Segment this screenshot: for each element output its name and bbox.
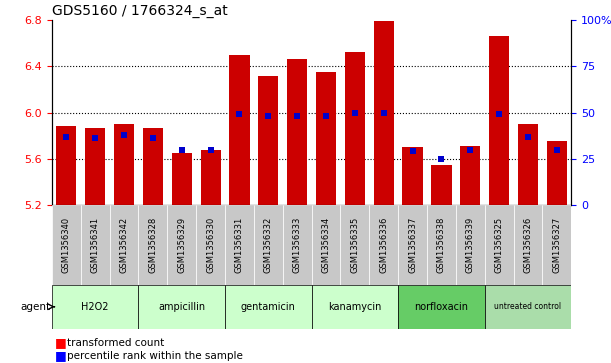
Bar <box>52 205 81 285</box>
Bar <box>460 146 480 205</box>
Text: GSM1356333: GSM1356333 <box>293 217 302 273</box>
Point <box>494 111 504 117</box>
Bar <box>514 205 543 285</box>
Text: GSM1356328: GSM1356328 <box>148 217 158 273</box>
Bar <box>547 142 567 205</box>
Text: GSM1356326: GSM1356326 <box>524 217 533 273</box>
Text: ampicillin: ampicillin <box>158 302 205 312</box>
Text: GSM1356336: GSM1356336 <box>379 217 388 273</box>
Point <box>321 113 331 119</box>
Bar <box>139 205 167 285</box>
Bar <box>114 124 134 205</box>
Bar <box>52 285 139 329</box>
Text: H2O2: H2O2 <box>81 302 109 312</box>
Bar <box>374 21 394 205</box>
Bar <box>431 164 452 205</box>
Bar <box>398 285 485 329</box>
Point <box>62 134 71 139</box>
Text: GSM1356332: GSM1356332 <box>264 217 273 273</box>
Text: percentile rank within the sample: percentile rank within the sample <box>67 351 243 361</box>
Bar <box>200 150 221 205</box>
Bar <box>139 285 225 329</box>
Text: ■: ■ <box>55 337 67 350</box>
Text: ■: ■ <box>55 349 67 362</box>
Bar <box>172 153 192 205</box>
Text: GSM1356339: GSM1356339 <box>466 217 475 273</box>
Point <box>350 110 360 115</box>
Point <box>206 147 216 152</box>
Text: GSM1356337: GSM1356337 <box>408 217 417 273</box>
Bar <box>109 205 139 285</box>
Point <box>119 132 129 138</box>
Bar <box>258 76 279 205</box>
Text: agent: agent <box>20 302 51 312</box>
Bar <box>489 36 509 205</box>
Bar <box>543 205 571 285</box>
Point <box>90 135 100 141</box>
Point <box>235 111 244 117</box>
Text: kanamycin: kanamycin <box>328 302 382 312</box>
Text: GSM1356330: GSM1356330 <box>206 217 215 273</box>
Text: GDS5160 / 1766324_s_at: GDS5160 / 1766324_s_at <box>52 4 228 17</box>
Text: untreated control: untreated control <box>494 302 562 311</box>
Bar <box>229 55 249 205</box>
Bar <box>56 126 76 205</box>
Bar <box>81 205 109 285</box>
Point <box>177 147 187 152</box>
Text: GSM1356334: GSM1356334 <box>321 217 331 273</box>
Point <box>148 135 158 141</box>
Bar <box>427 205 456 285</box>
Bar <box>403 147 423 205</box>
Bar <box>316 72 336 205</box>
Bar <box>167 205 196 285</box>
Bar <box>312 205 340 285</box>
Point <box>552 147 562 152</box>
Bar <box>485 285 571 329</box>
Bar <box>85 127 105 205</box>
Text: GSM1356340: GSM1356340 <box>62 217 71 273</box>
Bar <box>312 285 398 329</box>
Text: GSM1356342: GSM1356342 <box>120 217 128 273</box>
Point <box>466 147 475 152</box>
Text: GSM1356327: GSM1356327 <box>552 217 562 273</box>
Point <box>523 134 533 139</box>
Bar <box>518 124 538 205</box>
Text: GSM1356325: GSM1356325 <box>495 217 503 273</box>
Bar <box>398 205 427 285</box>
Bar <box>287 59 307 205</box>
Bar <box>345 52 365 205</box>
Bar <box>485 205 514 285</box>
Point <box>379 110 389 115</box>
Bar <box>254 205 283 285</box>
Bar <box>369 205 398 285</box>
Point <box>292 113 302 119</box>
Text: GSM1356331: GSM1356331 <box>235 217 244 273</box>
Bar <box>456 205 485 285</box>
Text: GSM1356335: GSM1356335 <box>350 217 359 273</box>
Bar <box>143 127 163 205</box>
Text: gentamicin: gentamicin <box>241 302 296 312</box>
Text: GSM1356329: GSM1356329 <box>177 217 186 273</box>
Point <box>408 148 417 154</box>
Bar <box>340 205 369 285</box>
Text: GSM1356341: GSM1356341 <box>90 217 100 273</box>
Bar <box>225 205 254 285</box>
Bar <box>225 285 312 329</box>
Point <box>437 156 447 162</box>
Bar <box>196 205 225 285</box>
Bar <box>283 205 312 285</box>
Point <box>263 113 273 119</box>
Text: transformed count: transformed count <box>67 338 164 348</box>
Text: norfloxacin: norfloxacin <box>414 302 469 312</box>
Text: GSM1356338: GSM1356338 <box>437 217 446 273</box>
